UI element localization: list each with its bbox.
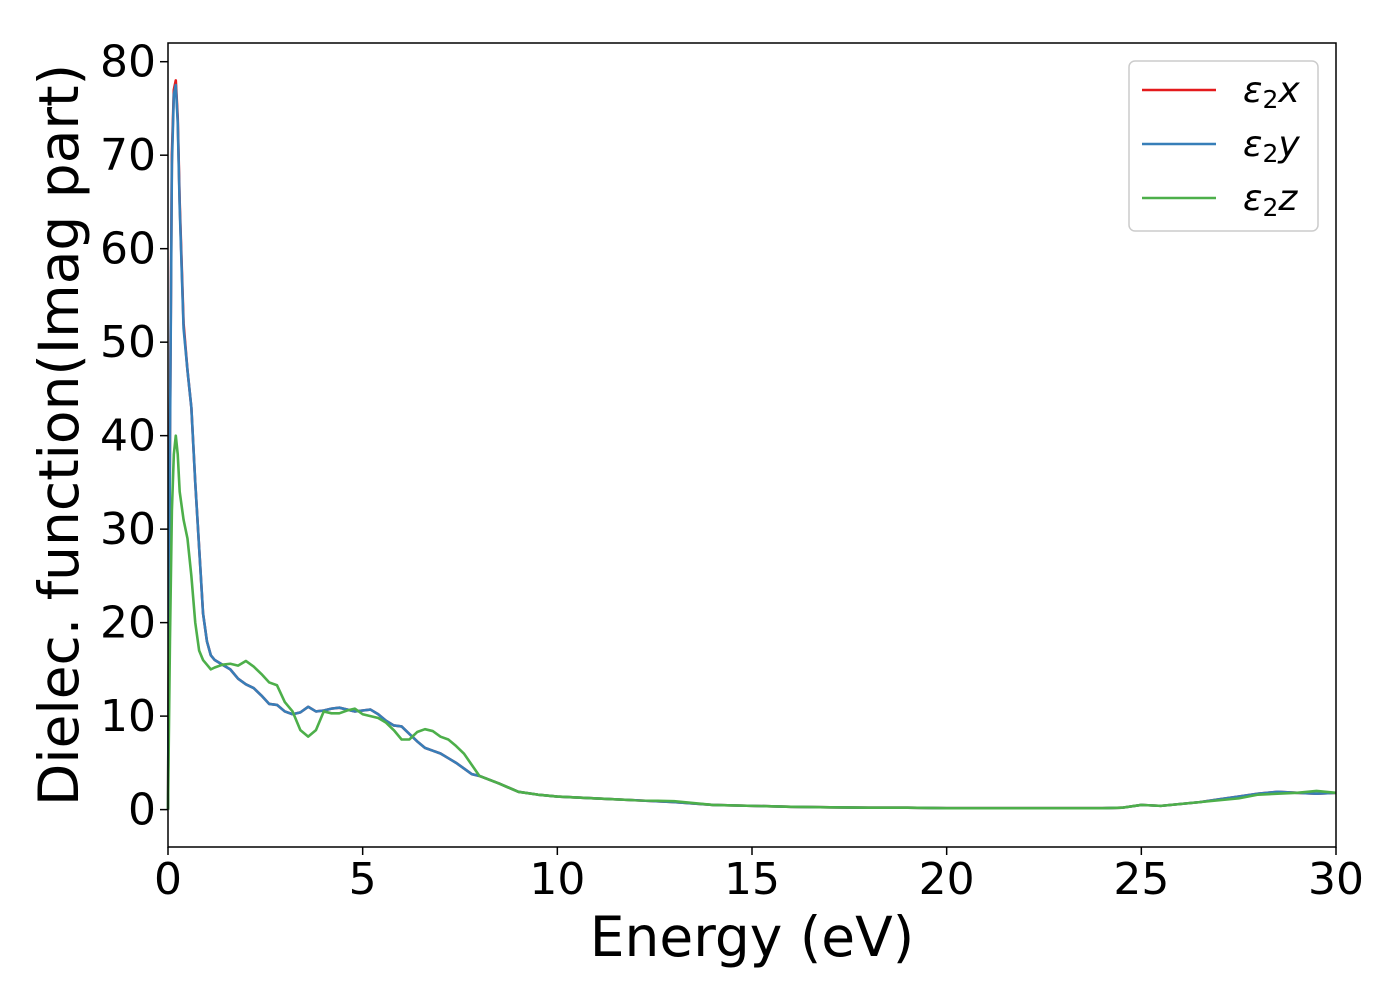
series-layer xyxy=(166,79,1337,810)
y-axis-label: Dielec. function(Imag part) xyxy=(27,64,91,806)
y-tick-label: 60 xyxy=(100,224,156,275)
series-line-z xyxy=(166,434,1337,810)
x-axis-label: Energy (eV) xyxy=(590,905,914,969)
legend-label-x: ε2x xyxy=(1243,70,1300,114)
y-tick-label: 70 xyxy=(100,130,156,181)
x-tick-label: 5 xyxy=(349,854,377,905)
legend-box xyxy=(1128,60,1319,232)
y-tick-label: 40 xyxy=(100,411,156,462)
y-axis-ticks: 0 10 20 30 40 50 60 70 80 xyxy=(100,37,168,836)
y-tick-label: 30 xyxy=(100,504,156,555)
y-tick-label: 80 xyxy=(100,37,156,88)
legend-label-z: ε2z xyxy=(1243,178,1298,222)
x-tick-label: 20 xyxy=(919,854,975,905)
legend: ε2x ε2y ε2z xyxy=(1128,60,1319,232)
x-tick-label: 25 xyxy=(1113,854,1169,905)
x-tick-label: 15 xyxy=(724,854,780,905)
x-tick-label: 30 xyxy=(1308,854,1364,905)
y-tick-label: 10 xyxy=(100,691,156,742)
legend-label-y: ε2y xyxy=(1243,124,1300,168)
x-axis-ticks: 0 5 10 15 20 25 30 xyxy=(154,847,1364,905)
y-tick-label: 50 xyxy=(100,317,156,368)
x-tick-label: 10 xyxy=(529,854,585,905)
y-tick-label: 20 xyxy=(100,598,156,649)
x-tick-label: 0 xyxy=(154,854,182,905)
y-tick-label: 0 xyxy=(128,785,156,836)
